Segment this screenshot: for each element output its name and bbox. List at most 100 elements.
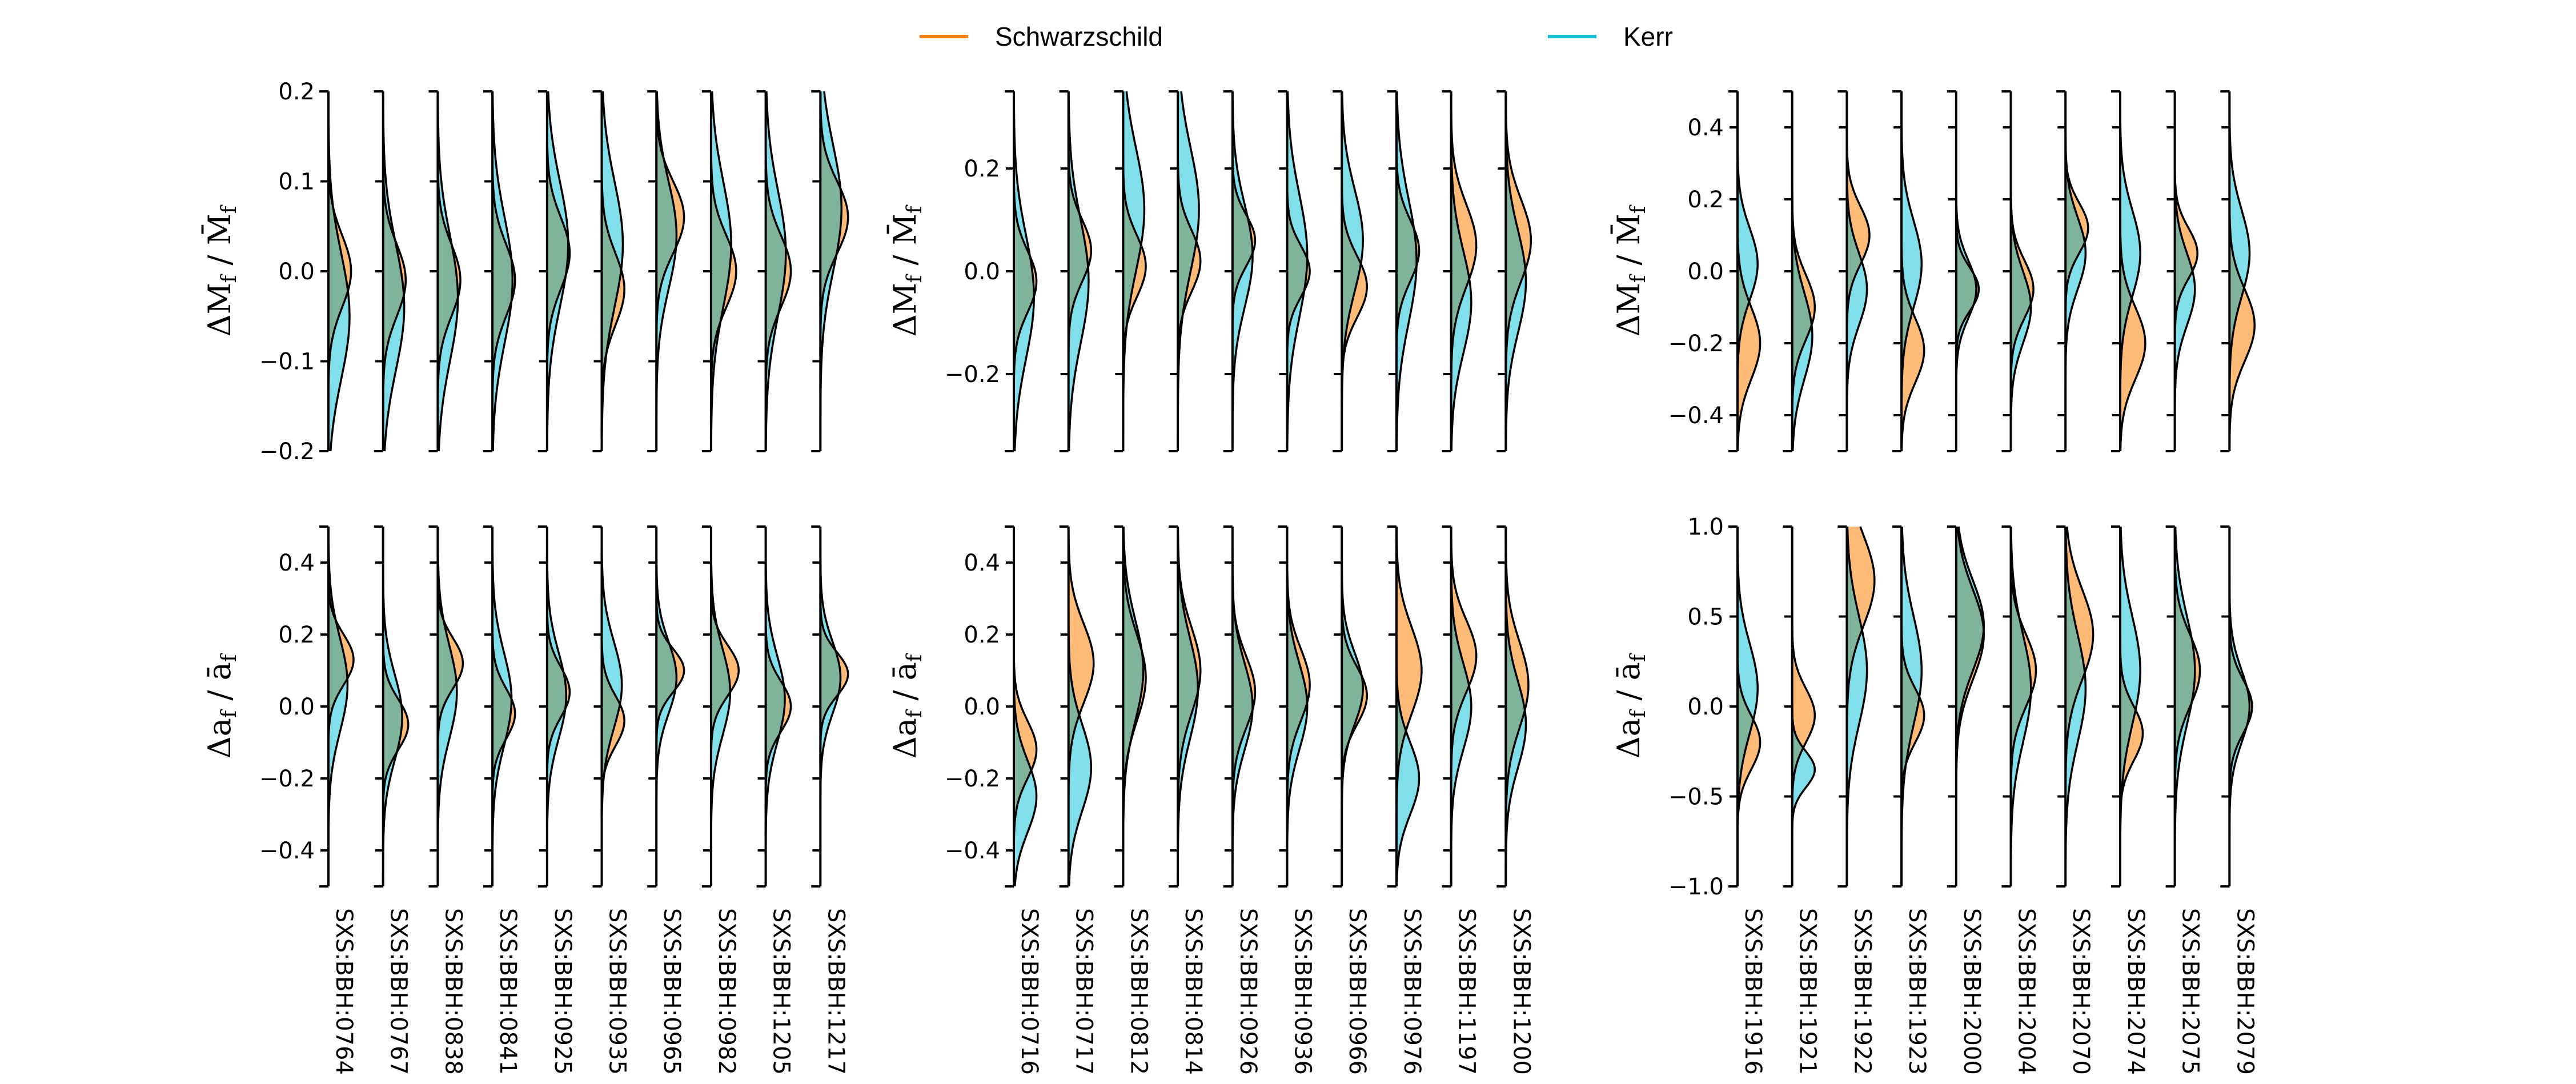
simulation-label: SXS:BBH:1921 <box>1795 908 1821 1075</box>
violin-kerr-fill <box>1792 527 1815 886</box>
violin-overlap-fill <box>1901 527 1919 886</box>
y-tick-label: −0.4 <box>945 838 1000 864</box>
legend: Schwarzschild Kerr <box>920 22 1673 51</box>
violin-overlap-fill <box>1396 91 1417 451</box>
simulation-label: SXS:BBH:1200 <box>1508 908 1534 1075</box>
y-axis-label-spin: Δaf / āf <box>887 653 926 758</box>
violin-overlap-fill <box>1956 527 1984 886</box>
violin-sxs-bbh-0936-mass <box>1278 90 1311 452</box>
simulation-label: SXS:BBH:0982 <box>713 908 740 1075</box>
y-tick-label: −0.2 <box>259 439 315 465</box>
y-tick-label: 0.0 <box>1687 259 1724 285</box>
simulation-label: SXS:BBH:0841 <box>495 908 521 1075</box>
simulation-label: SXS:BBH:0838 <box>440 908 466 1075</box>
violin-overlap-fill <box>1847 91 1862 451</box>
y-tick-label: −1.0 <box>1668 874 1724 900</box>
violin-overlap-fill <box>2229 527 2250 886</box>
violin-sxs-bbh-0841-spin <box>483 525 516 888</box>
violin-overlap-fill <box>438 527 457 886</box>
simulation-label: SXS:BBH:0814 <box>1180 908 1206 1075</box>
violin-overlap-fill <box>547 527 567 886</box>
violin-kerr-outline <box>436 91 459 452</box>
violin-overlap-fill <box>711 91 732 451</box>
violin-sxs-bbh-0982-mass <box>701 90 737 452</box>
violin-overlap-fill <box>328 91 348 451</box>
simulation-label: SXS:BBH:0764 <box>331 908 357 1075</box>
simulation-label: SXS:BBH:1217 <box>822 908 849 1075</box>
simulation-label: SXS:BBH:2079 <box>2232 908 2258 1075</box>
y-tick-label: 0.4 <box>278 550 315 576</box>
violin-schwarzschild-fill <box>1451 527 1476 886</box>
violin-sxs-bbh-1217-spin <box>811 525 849 888</box>
panel-1-spin: −0.4 −0.2 0.0 0.2 0.4 Δaf / āf <box>202 525 849 888</box>
violin-overlap-fill <box>2120 91 2132 451</box>
violin-overlap-fill <box>1068 527 1080 886</box>
violin-sxs-bbh-1916-spin <box>1728 525 1762 888</box>
simulation-label: SXS:BBH:0926 <box>1235 908 1261 1075</box>
violin-overlap-fill <box>1506 527 1525 886</box>
violin-sxs-bbh-2004-spin <box>2001 525 2037 888</box>
violin-sxs-bbh-0935-spin <box>592 525 625 888</box>
violin-kerr-outline <box>1013 91 1035 452</box>
violin-sxs-bbh-1200-mass <box>1496 90 1532 452</box>
violin-kerr-outline <box>600 91 624 451</box>
violin-overlap-fill <box>1342 91 1361 451</box>
violin-sxs-bbh-1205-mass <box>756 90 792 452</box>
violin-sxs-bbh-1916-mass <box>1728 90 1762 452</box>
violin-overlap-fill <box>2174 91 2193 451</box>
violin-sxs-bbh-0935-mass <box>592 90 625 452</box>
y-tick-label: −0.2 <box>1668 331 1724 357</box>
violin-overlap-fill <box>601 91 621 451</box>
violin-kerr-outline <box>1286 91 1309 452</box>
y-tick-label: −0.4 <box>1668 403 1724 429</box>
simulation-label: SXS:BBH:2004 <box>2013 908 2040 1075</box>
violin-sxs-bbh-1922-mass <box>1837 90 1871 452</box>
violin-overlap-fill <box>656 527 677 886</box>
violin-sxs-bbh-0814-spin <box>1169 525 1202 888</box>
violin-sxs-bbh-1923-spin <box>1892 525 1925 888</box>
violin-kerr-fill <box>2065 91 2086 451</box>
violin-overlap-fill <box>1287 527 1307 886</box>
simulation-label: SXS:BBH:1197 <box>1454 908 1480 1075</box>
simulation-label: SXS:BBH:2074 <box>2122 908 2149 1075</box>
violin-kerr-fill <box>1068 527 1092 886</box>
violin-sxs-bbh-1197-mass <box>1442 90 1478 452</box>
violin-kerr-outline <box>491 91 514 452</box>
violin-overlap-fill <box>1506 91 1526 451</box>
y-tick-label: −0.4 <box>259 838 315 864</box>
violin-overlap-fill <box>1178 527 1198 886</box>
violin-overlap-fill <box>2120 527 2136 886</box>
violin-sxs-bbh-1205-spin <box>756 525 792 888</box>
y-tick-label: 0.4 <box>964 550 1000 576</box>
violin-sxs-bbh-1923-mass <box>1892 90 1925 452</box>
y-tick-label: 0.0 <box>278 694 315 720</box>
violin-overlap-fill <box>1342 527 1363 886</box>
violin-sxs-bbh-2075-spin <box>2165 525 2201 888</box>
y-axis-label-mass: ΔMf / M̄f <box>1610 204 1650 336</box>
violin-kerr-outline <box>710 91 732 451</box>
violin-kerr-outline <box>765 91 787 451</box>
violin-sxs-bbh-0764-mass <box>319 90 352 452</box>
violin-overlap-fill <box>1396 527 1406 886</box>
violin-sxs-bbh-0966-mass <box>1333 90 1368 452</box>
violin-overlap-fill <box>1287 91 1307 451</box>
simulation-label: SXS:BBH:0935 <box>604 908 631 1075</box>
violin-overlap-fill <box>2065 527 2085 886</box>
violin-sxs-bbh-0925-spin <box>537 525 571 888</box>
simulation-label: SXS:BBH:0966 <box>1344 908 1370 1075</box>
violin-group-1: −0.2 −0.1 0.0 0.1 0.2 ΔMf / M̄f −0.4 −0.2 0.0 0.2… <box>201 79 849 1075</box>
y-tick-label: 0.2 <box>278 79 315 105</box>
violin-sxs-bbh-2070-mass <box>2056 90 2089 452</box>
y-tick-label: 0.2 <box>278 622 315 648</box>
simulation-label: SXS:BBH:0936 <box>1290 908 1316 1075</box>
violin-sxs-bbh-0838-spin <box>428 525 464 888</box>
violin-panels: −0.2 −0.1 0.0 0.1 0.2 ΔMf / M̄f −0.4 −0.2 0.0 0.2… <box>201 79 2258 1075</box>
violin-schwarzschild-fill <box>2229 91 2255 451</box>
violin-kerr-outline <box>1395 91 1418 451</box>
violin-sxs-bbh-0976-spin <box>1387 525 1423 888</box>
y-axis-label-mass: ΔMf / M̄f <box>201 204 241 336</box>
simulation-label: SXS:BBH:1923 <box>1904 908 1930 1075</box>
panel-2-spin: −0.4 −0.2 0.0 0.2 0.4 Δaf / āf <box>887 525 1530 888</box>
violin-sxs-bbh-0767-spin <box>374 525 410 888</box>
y-tick-label: 0.5 <box>1687 604 1724 631</box>
